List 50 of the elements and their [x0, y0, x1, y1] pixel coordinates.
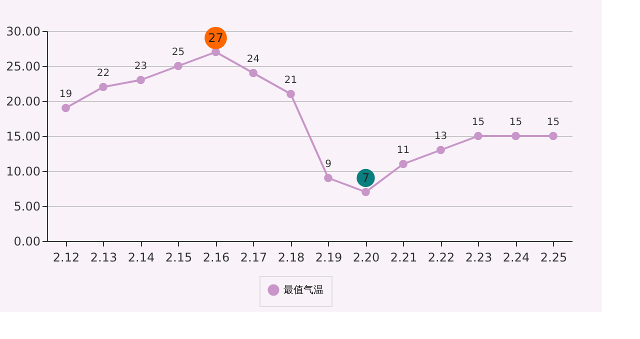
annotation: 27: [208, 31, 224, 45]
data-label: 13: [434, 131, 448, 142]
y-tick-label: 0.00: [14, 234, 40, 248]
data-label: 22: [96, 68, 110, 79]
x-tick-label: 2.25: [540, 250, 568, 264]
y-tick-label: 10.00: [6, 164, 40, 178]
data-label: 24: [246, 54, 260, 65]
x-tick-label: 2.16: [202, 250, 230, 264]
x-tick-label: 2.19: [315, 250, 342, 264]
point: [474, 132, 482, 140]
x-tick-label: 2.18: [278, 250, 305, 264]
x-tick-label: 2.12: [52, 250, 80, 264]
point: [399, 160, 408, 168]
point: [212, 48, 220, 56]
x-tick-label: 2.22: [428, 250, 455, 264]
annotation: 7: [362, 171, 370, 185]
data-label: 9: [325, 159, 332, 170]
x-tick-label: 2.21: [390, 250, 418, 264]
point: [174, 62, 182, 70]
data-label: 15: [472, 117, 485, 128]
point: [62, 104, 70, 112]
y-tick-label: 30.00: [6, 24, 40, 38]
data-label: 15: [546, 117, 560, 128]
data-label: 25: [172, 47, 185, 58]
x-tick-label: 2.23: [465, 250, 492, 264]
x-tick-label: 2.15: [165, 250, 192, 264]
x-tick-label: 2.14: [128, 250, 155, 264]
y-tick-label: 15.00: [6, 130, 40, 144]
x-tick-label: 2.24: [502, 250, 530, 264]
point: [512, 132, 520, 140]
x-tick-label: 2.20: [352, 250, 380, 264]
x-tick-label: 2.17: [240, 250, 268, 264]
point: [436, 146, 445, 154]
data-label: 19: [59, 89, 72, 100]
point: [99, 82, 108, 92]
data-label: 11: [396, 145, 410, 156]
point: [362, 188, 370, 196]
y-tick-label: 25.00: [6, 60, 40, 74]
point: [249, 68, 258, 78]
data-label: 21: [284, 75, 298, 86]
point: [136, 76, 145, 84]
y-tick-label: 20.00: [6, 94, 40, 108]
y-tick-label: 5.00: [14, 200, 40, 214]
data-label: 15: [509, 117, 522, 128]
point: [286, 90, 295, 98]
point: [549, 132, 558, 140]
data-label: 23: [134, 61, 148, 72]
point: [324, 174, 332, 182]
x-tick-label: 2.13: [90, 250, 118, 264]
legend-label: 最值气温: [284, 284, 324, 296]
